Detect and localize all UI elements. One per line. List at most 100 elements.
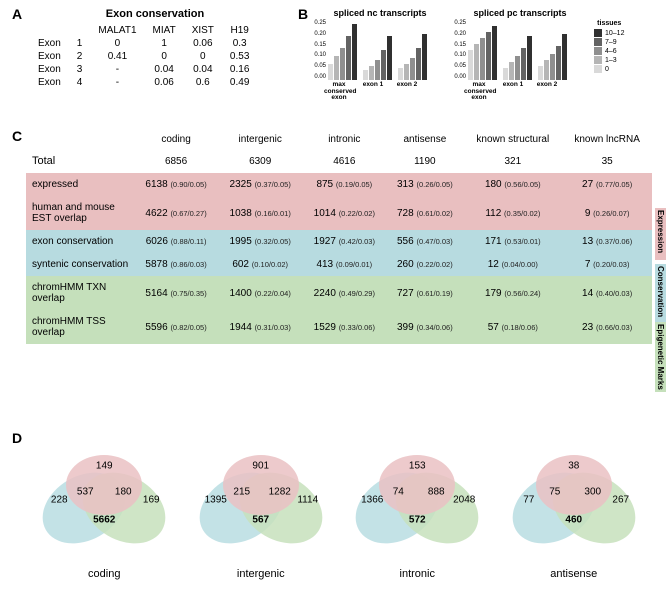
bar xyxy=(334,56,339,80)
bar xyxy=(544,60,549,80)
panel-b-barcharts: spliced nc transcripts 0.250.200.150.100… xyxy=(310,8,650,102)
bar xyxy=(416,48,421,80)
bar xyxy=(375,60,380,80)
panel-label-c: C xyxy=(12,128,22,144)
bar xyxy=(486,32,491,80)
col-header: H19 xyxy=(222,24,257,37)
side-label: Epigenetic Marks xyxy=(655,322,666,392)
bar xyxy=(550,54,555,80)
total-val: 4616 xyxy=(302,149,386,173)
header-row: coding intergenic intronic antisense kno… xyxy=(26,130,652,149)
total-label: Total xyxy=(26,149,134,173)
x-labels: max conserved exonexon 1exon 2 xyxy=(450,82,590,102)
total-val: 6856 xyxy=(134,149,218,173)
side-label: Conservation xyxy=(655,264,666,324)
col-header: intronic xyxy=(302,130,386,149)
bar xyxy=(527,36,532,80)
total-val: 321 xyxy=(463,149,562,173)
y-axis: 0.250.200.150.100.050.00 xyxy=(450,20,466,80)
bar-group xyxy=(468,26,497,80)
col-header: coding xyxy=(134,130,218,149)
venn-diagram: 153 1366 2048 74 888 572 intronic xyxy=(342,430,492,580)
table-row: expressed6138 (0.90/0.05)2325 (0.37/0.05… xyxy=(26,173,652,196)
chart-title: spliced nc transcripts xyxy=(310,8,450,18)
total-val: 1190 xyxy=(386,149,463,173)
bar xyxy=(340,48,345,80)
bar xyxy=(363,70,368,80)
bar-group xyxy=(328,24,357,80)
panel-a-exon-conservation: Exon conservation MALAT1 MIAT XIST H19 E… xyxy=(30,8,280,89)
bar xyxy=(398,68,403,80)
table-row: syntenic conservation5878 (0.86/0.03)602… xyxy=(26,253,652,276)
bar xyxy=(422,34,427,80)
table-row: chromHMM TSS overlap5596 (0.82/0.05)1944… xyxy=(26,310,652,344)
panel-label-b: B xyxy=(298,6,308,22)
col-header: known structural xyxy=(463,130,562,149)
legend-row: 0 xyxy=(594,65,624,73)
bar-group xyxy=(398,34,427,80)
bar xyxy=(352,24,357,80)
table-row: Exon1010.060.3 xyxy=(30,37,257,50)
bar xyxy=(562,34,567,80)
legend-row: 4–6 xyxy=(594,47,624,55)
bar xyxy=(515,56,520,80)
total-row: Total 6856 6309 4616 1190 321 35 xyxy=(26,149,652,173)
col-header: MIAT xyxy=(145,24,184,37)
col-header: antisense xyxy=(386,130,463,149)
legend-title: tissues xyxy=(594,20,624,27)
table-row: human and mouse EST overlap4622 (0.67/0.… xyxy=(26,196,652,230)
bar xyxy=(503,68,508,80)
col-header: known lncRNA xyxy=(562,130,652,149)
venn-diagram: 901 1395 1114 215 1282 567 intergenic xyxy=(186,430,336,580)
bar xyxy=(521,48,526,80)
bar-group xyxy=(363,36,392,80)
bar xyxy=(492,26,497,80)
bar xyxy=(346,36,351,80)
bar-group xyxy=(538,34,567,80)
chart-title: spliced pc transcripts xyxy=(450,8,590,18)
table-row: Exon4-0.060.60.49 xyxy=(30,76,257,89)
panel-c-table-el: coding intergenic intronic antisense kno… xyxy=(26,130,652,344)
table-row: chromHMM TXN overlap5164 (0.75/0.35)1400… xyxy=(26,276,652,310)
total-val: 6309 xyxy=(218,149,302,173)
bar xyxy=(369,66,374,80)
chart-nc: spliced nc transcripts 0.250.200.150.100… xyxy=(310,8,450,102)
col-header: MALAT1 xyxy=(90,24,144,37)
bar xyxy=(410,58,415,80)
bar xyxy=(328,64,333,80)
legend-row: 1–3 xyxy=(594,56,624,64)
panel-a-table: MALAT1 MIAT XIST H19 Exon1010.060.3Exon2… xyxy=(30,24,257,89)
bar xyxy=(404,64,409,80)
bar xyxy=(381,50,386,80)
bar xyxy=(480,38,485,80)
table-row: Exon3-0.040.040.16 xyxy=(30,63,257,76)
bar xyxy=(468,50,473,80)
total-val: 35 xyxy=(562,149,652,173)
venn-diagram: 149 228 169 537 180 5662 coding xyxy=(29,430,179,580)
bar xyxy=(538,66,543,80)
col-header: intergenic xyxy=(218,130,302,149)
table-row: exon conservation6026 (0.88/0.11)1995 (0… xyxy=(26,230,652,253)
col-header: XIST xyxy=(184,24,222,37)
bar xyxy=(474,44,479,80)
legend-row: 7–9 xyxy=(594,38,624,46)
panel-c-table: coding intergenic intronic antisense kno… xyxy=(26,130,652,344)
x-labels: max conserved exonexon 1exon 2 xyxy=(310,82,450,102)
bar xyxy=(556,46,561,80)
panel-label-d: D xyxy=(12,430,22,446)
panel-label-a: A xyxy=(12,6,22,22)
table-row: MALAT1 MIAT XIST H19 xyxy=(30,24,257,37)
chart-pc: spliced pc transcripts 0.250.200.150.100… xyxy=(450,8,590,102)
table-row: Exon20.41000.53 xyxy=(30,50,257,63)
side-label: Expression xyxy=(655,208,666,260)
venn-diagram: 38 77 267 75 300 460 antisense xyxy=(499,430,649,580)
y-axis: 0.250.200.150.100.050.00 xyxy=(310,20,326,80)
legend-tissues: tissues 10–127–94–61–30 xyxy=(594,20,624,102)
legend-row: 10–12 xyxy=(594,29,624,37)
bar xyxy=(387,36,392,80)
bar xyxy=(509,62,514,80)
bars-pc: 0.250.200.150.100.050.00 xyxy=(450,20,590,80)
bars-nc: 0.250.200.150.100.050.00 xyxy=(310,20,450,80)
bar-group xyxy=(503,36,532,80)
panel-a-title: Exon conservation xyxy=(30,8,280,20)
